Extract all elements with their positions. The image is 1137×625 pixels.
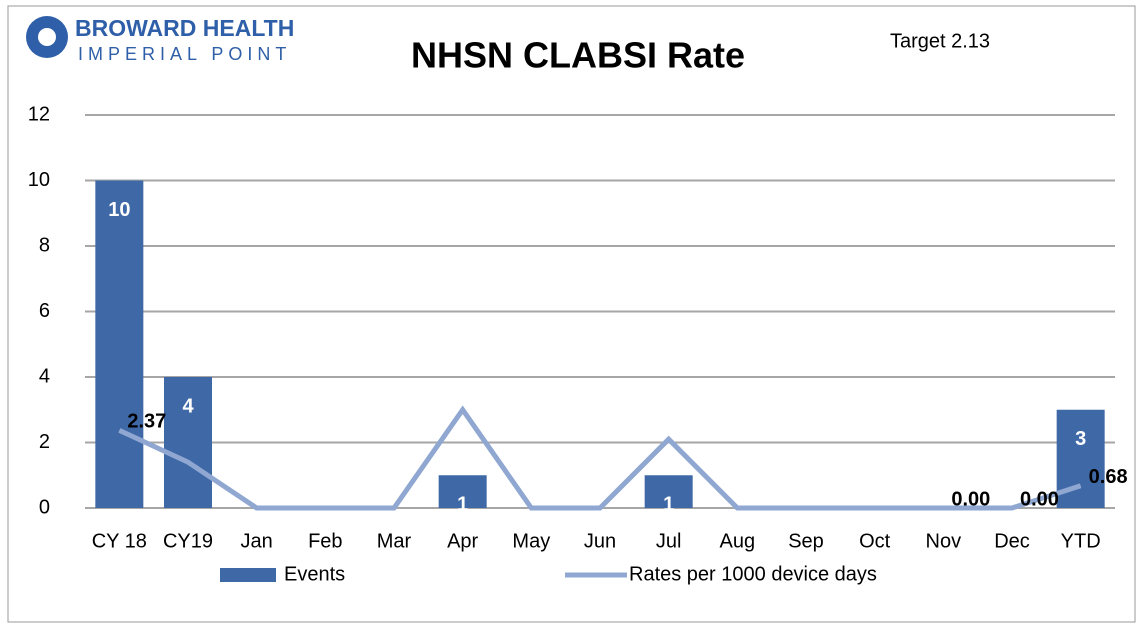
- bar-value-label: 1: [457, 494, 468, 516]
- logo: BROWARD HEALTH IMPERIAL POINT: [26, 15, 294, 64]
- y-tick-label: 12: [28, 103, 50, 125]
- x-tick-label: Apr: [447, 530, 478, 552]
- line-value-label: 2.37: [127, 411, 166, 433]
- annotation: Target 2.13: [890, 30, 990, 52]
- legend-swatch: [220, 568, 276, 582]
- bar: [95, 180, 144, 508]
- x-tick-label: CY 18: [92, 530, 147, 552]
- x-tick-label: Jun: [584, 530, 616, 552]
- x-tick-label: Sep: [788, 530, 824, 552]
- bar: [164, 377, 212, 508]
- bar: [438, 475, 487, 508]
- x-tick-label: Mar: [377, 530, 412, 552]
- rate-line: [118, 405, 1082, 511]
- x-tick-label: Feb: [308, 530, 342, 552]
- bar: [644, 475, 693, 508]
- line-value-label: 0.68: [1089, 466, 1128, 488]
- y-tick-label: 6: [39, 300, 50, 322]
- legend-label: Events: [284, 563, 345, 585]
- y-tick-label: 4: [39, 365, 50, 387]
- line-value-label: 0.00: [951, 488, 990, 510]
- x-tick-label: Jul: [656, 530, 682, 552]
- x-tick-label: May: [512, 530, 550, 552]
- legend-label: Rates per 1000 device days: [629, 563, 877, 585]
- x-tick-label: Dec: [994, 530, 1030, 552]
- y-tick-label: 2: [39, 431, 50, 453]
- logo-line1: BROWARD HEALTH: [75, 15, 294, 41]
- x-tick-label: Oct: [859, 530, 891, 552]
- logo-icon-center: [38, 28, 56, 46]
- x-tick-label: CY19: [163, 530, 213, 552]
- bar-value-label: 10: [108, 199, 130, 221]
- y-tick-label: 0: [39, 496, 50, 518]
- chart-frame: [7, 5, 1136, 623]
- bar-value-label: 1: [663, 494, 674, 516]
- logo-line2: IMPERIAL POINT: [78, 44, 291, 64]
- x-tick-label: Nov: [926, 530, 962, 552]
- line-value-label: 0.00: [1020, 488, 1059, 510]
- chart-title: NHSN CLABSI Rate: [411, 35, 745, 76]
- x-tick-label: YTD: [1061, 530, 1101, 552]
- y-tick-label: 10: [28, 169, 50, 191]
- x-tick-label: Aug: [720, 530, 756, 552]
- x-tick-label: Jan: [241, 530, 273, 552]
- bar-value-label: 4: [182, 395, 194, 417]
- y-tick-label: 8: [39, 234, 50, 256]
- bar-value-label: 3: [1075, 428, 1086, 450]
